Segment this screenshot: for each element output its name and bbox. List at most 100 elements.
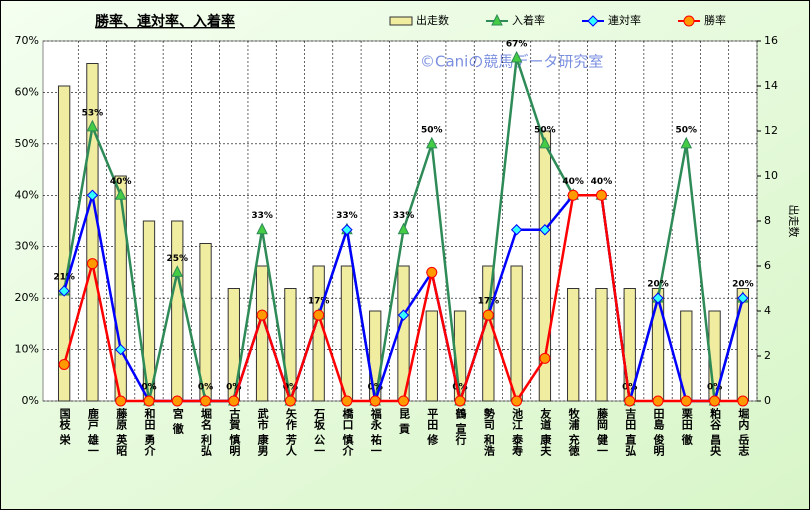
- y2-axis-label: 出走数: [787, 205, 801, 238]
- data-label: 0%: [622, 383, 637, 393]
- bar: [255, 265, 269, 402]
- x-tick-label: 国枝 栄: [58, 408, 72, 446]
- x-tick-label: 矢作 芳人: [284, 407, 297, 456]
- data-label: 0%: [198, 383, 213, 393]
- x-tick-label: 勢司 和浩: [482, 407, 495, 457]
- marker: [567, 189, 579, 201]
- y2-tick-label: 14: [764, 79, 778, 92]
- marker: [114, 188, 127, 200]
- x-tick-label: 堀内 岳志: [737, 407, 750, 456]
- data-label: 50%: [676, 125, 698, 135]
- data-label: 67%: [506, 39, 528, 49]
- y2-tick-label: 4: [764, 304, 771, 317]
- data-label: 20%: [732, 280, 754, 290]
- data-label: 0%: [141, 383, 156, 393]
- marker: [539, 352, 551, 364]
- legend-label: 勝率: [704, 13, 726, 27]
- y-tick-label: 10%: [15, 343, 39, 356]
- data-label: 0%: [368, 383, 383, 393]
- legend-swatch: [389, 16, 413, 26]
- marker: [341, 395, 353, 407]
- data-label: 53%: [82, 108, 104, 118]
- x-tick-label: 藤岡 健一: [595, 407, 608, 456]
- x-tick-label: 和田 勇介: [143, 407, 157, 456]
- x-tick-label: 武市 康男: [256, 407, 269, 457]
- marker: [256, 309, 268, 321]
- bar: [114, 175, 127, 402]
- bar: [510, 265, 523, 402]
- marker: [680, 395, 692, 407]
- data-label: 17%: [478, 297, 500, 307]
- marker: [683, 15, 695, 27]
- legend-label: 連対率: [608, 13, 641, 27]
- marker: [587, 15, 599, 27]
- x-tick-label: 昆 貢: [398, 408, 411, 435]
- marker: [511, 395, 523, 407]
- marker: [115, 395, 127, 407]
- marker: [86, 189, 99, 201]
- x-tick-label: 平田 修: [426, 408, 440, 446]
- marker: [482, 309, 494, 321]
- y2-tick-label: 0: [764, 394, 771, 407]
- data-label: 50%: [421, 125, 443, 135]
- marker: [652, 292, 664, 304]
- bar: [595, 288, 608, 402]
- marker: [680, 136, 693, 149]
- x-tick-label: 友道 康夫: [539, 407, 552, 457]
- bar: [171, 220, 184, 402]
- marker: [539, 224, 551, 236]
- bar: [538, 130, 552, 402]
- x-tick-label: 橋口 慎介: [341, 407, 355, 456]
- marker: [426, 266, 438, 278]
- data-label: 0%: [707, 383, 722, 393]
- x-tick-label: 田島 俊明: [652, 408, 665, 457]
- marker: [171, 395, 183, 407]
- y2-tick-label: 10: [764, 169, 778, 182]
- bar: [425, 310, 438, 402]
- marker: [454, 395, 466, 407]
- legend-label: 入着率: [512, 13, 545, 27]
- marker: [114, 343, 127, 356]
- marker: [737, 395, 749, 407]
- data-label: 0%: [226, 383, 241, 393]
- data-label: 33%: [336, 211, 358, 221]
- data-label: 17%: [308, 297, 330, 307]
- marker: [425, 136, 438, 149]
- marker: [510, 224, 523, 236]
- x-tick-label: 吉田 直弘: [624, 407, 637, 457]
- y2-tick-label: 2: [764, 349, 771, 362]
- data-label: 21%: [53, 272, 75, 282]
- marker: [58, 285, 70, 297]
- x-tick-label: 福永 祐一: [369, 407, 383, 456]
- y-tick-label: 20%: [15, 291, 39, 304]
- marker: [143, 395, 155, 407]
- marker: [228, 395, 240, 407]
- bar: [340, 265, 354, 402]
- marker: [709, 395, 721, 407]
- x-tick-label: 牧浦 充徳: [567, 407, 581, 457]
- data-label: 33%: [393, 211, 415, 221]
- data-label: 40%: [562, 177, 584, 187]
- y2-tick-label: 6: [764, 259, 771, 272]
- marker: [256, 222, 268, 235]
- x-tick-label: 鶴 宣行: [454, 407, 468, 446]
- marker: [313, 309, 325, 321]
- x-tick-label: 池江 泰寿: [511, 407, 525, 457]
- data-label: 20%: [647, 280, 669, 290]
- y-tick-label: 40%: [15, 188, 39, 201]
- data-label: 40%: [110, 177, 132, 187]
- marker: [491, 13, 503, 26]
- chart-title: 勝率、連対率、入着率: [95, 13, 235, 30]
- y-tick-label: 70%: [15, 34, 39, 47]
- marker: [652, 395, 664, 407]
- y2-tick-label: 16: [764, 34, 778, 47]
- legend-label: 出走数: [416, 13, 449, 27]
- marker: [200, 395, 212, 407]
- marker: [341, 224, 353, 236]
- data-label: 0%: [283, 383, 298, 393]
- bar: [567, 288, 580, 402]
- marker: [171, 265, 184, 277]
- x-tick-label: 石坂 公一: [313, 408, 327, 456]
- y2-tick-label: 8: [764, 214, 771, 227]
- y-tick-label: 60%: [15, 85, 39, 98]
